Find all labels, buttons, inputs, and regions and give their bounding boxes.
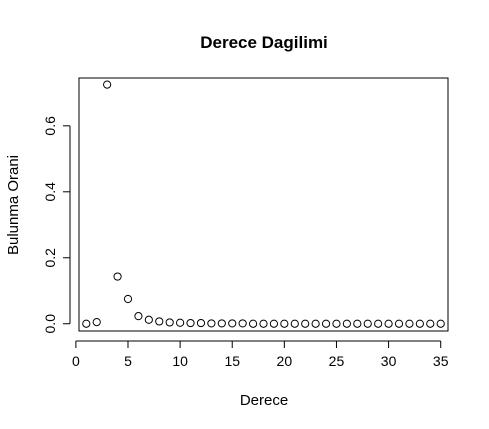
x-tick-label: 0 xyxy=(72,353,80,369)
x-tick-label: 15 xyxy=(224,353,240,369)
data-point xyxy=(384,319,393,328)
x-tick-label: 10 xyxy=(172,353,188,369)
data-point xyxy=(269,319,279,328)
y-tick-label: 0.6 xyxy=(42,116,58,136)
data-point xyxy=(134,312,143,321)
data-point xyxy=(144,315,153,324)
data-point xyxy=(363,319,372,328)
x-tick-label: 35 xyxy=(433,353,449,369)
data-point xyxy=(155,317,164,326)
data-point xyxy=(196,318,206,328)
data-point xyxy=(259,319,268,328)
data-point xyxy=(248,319,258,328)
data-point xyxy=(290,319,299,328)
y-tick-label: 0.2 xyxy=(42,248,58,268)
data-point xyxy=(207,319,216,328)
x-tick-label: 30 xyxy=(381,353,397,369)
data-point xyxy=(123,294,133,304)
data-point xyxy=(436,319,445,328)
data-point xyxy=(321,319,331,328)
plot-frame xyxy=(78,77,449,332)
data-point xyxy=(113,272,122,281)
data-point xyxy=(165,318,174,327)
data-point xyxy=(103,80,112,89)
data-point xyxy=(394,319,404,328)
data-point xyxy=(217,319,226,328)
data-point xyxy=(332,319,341,328)
data-point xyxy=(353,319,362,328)
data-point xyxy=(342,319,351,328)
data-point xyxy=(92,317,101,327)
data-point xyxy=(311,319,320,328)
data-point xyxy=(82,319,91,328)
x-tick-label: 5 xyxy=(124,353,132,369)
x-axis-label: Derece xyxy=(240,392,288,409)
x-axis: 0 5 10 15 20 25 30 35 xyxy=(72,340,449,369)
x-tick-label: 25 xyxy=(329,353,345,369)
y-axis-label: Bulunma Orani xyxy=(5,155,22,255)
data-point xyxy=(426,319,435,328)
data-point xyxy=(238,319,247,328)
data-point xyxy=(280,319,289,328)
data-point xyxy=(301,319,310,328)
data-point xyxy=(374,319,383,328)
data-point xyxy=(228,319,237,328)
data-point xyxy=(405,319,414,328)
x-tick-label: 20 xyxy=(277,353,293,369)
data-point xyxy=(186,318,195,328)
y-axis: 0.0 0.2 0.4 0.6 xyxy=(42,116,71,334)
data-point xyxy=(176,318,185,327)
y-tick-label: 0.4 xyxy=(42,182,58,202)
data-points xyxy=(82,80,445,328)
chart-title: Derece Dagilimi xyxy=(200,33,328,52)
y-tick-label: 0.0 xyxy=(42,314,58,334)
data-point xyxy=(415,319,424,328)
